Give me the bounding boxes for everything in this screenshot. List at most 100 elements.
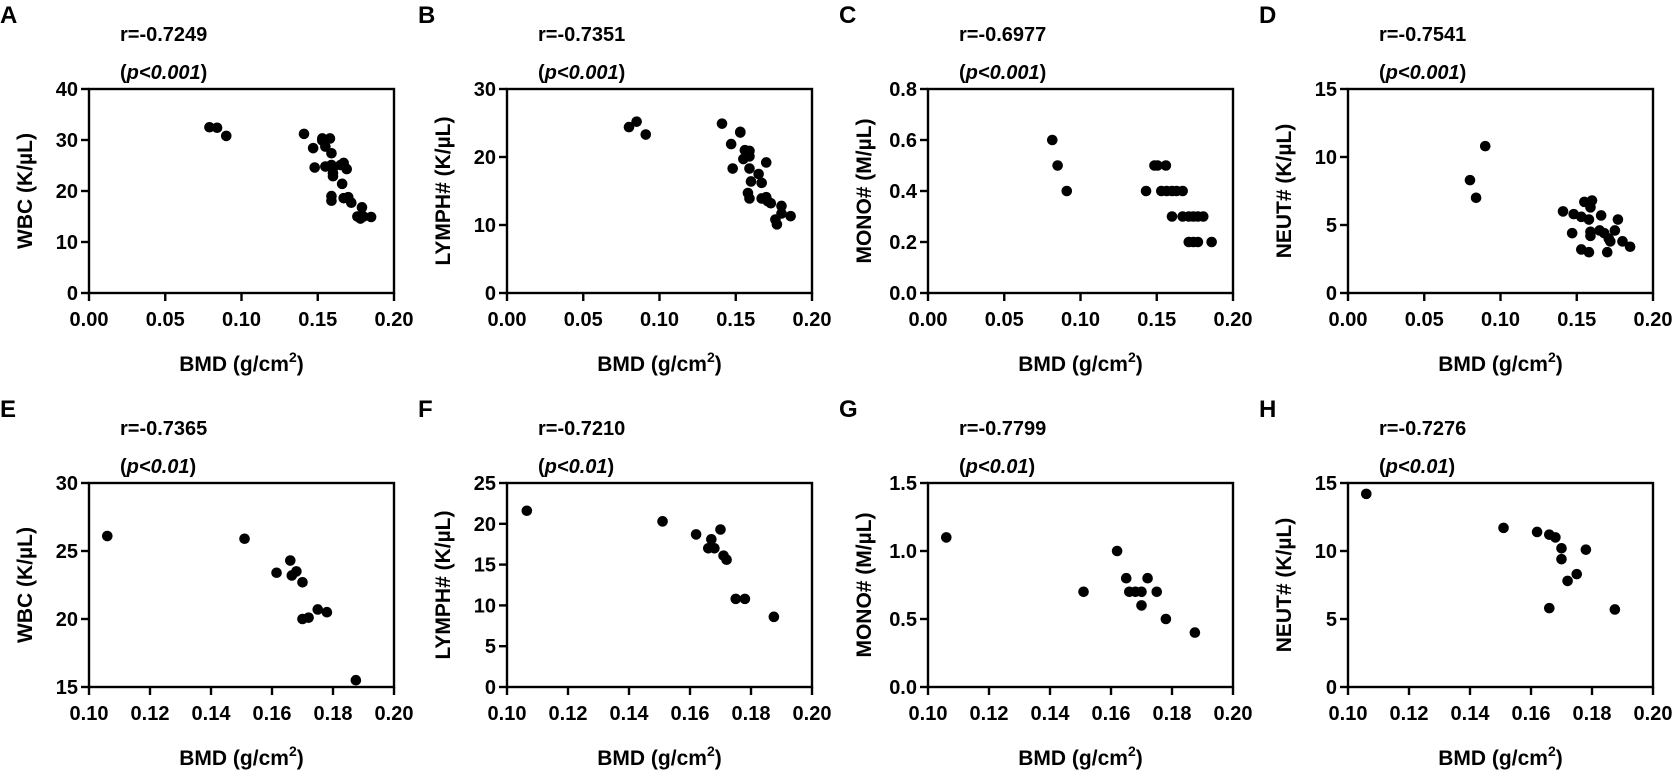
panel-letter: F	[418, 396, 433, 423]
data-point	[1562, 575, 1573, 587]
x-tick-label: 0.10	[640, 309, 679, 331]
panel-b: Br=-0.7351 (p<0.001) 0.00 0.05 0.10 0.15 0.20 0…	[418, 2, 831, 376]
x-axis-label-superscript: 2	[289, 743, 297, 759]
y-tick-label: 15	[1315, 473, 1337, 495]
p-value-label: (p<0.001)	[1379, 62, 1466, 84]
y-tick-label: 30	[56, 130, 78, 152]
y-tick-label: 20	[56, 181, 78, 203]
data-point	[727, 163, 738, 174]
x-tick-label: 0.20	[1214, 309, 1253, 331]
data-point	[744, 151, 755, 162]
y-tick-label: 0	[485, 283, 496, 305]
data-point	[1595, 210, 1607, 221]
x-axis-label-text: BMD (g/cm	[1438, 747, 1548, 770]
y-tick-label: 0.2	[889, 232, 917, 254]
p-value-part: <0.001	[557, 62, 619, 84]
x-tick-label: 0.12	[549, 703, 588, 725]
data-point	[341, 163, 353, 175]
p-value-part: p	[1385, 62, 1398, 84]
x-tick-label: 0.12	[131, 703, 170, 725]
data-point	[1142, 572, 1153, 584]
data-point	[744, 193, 755, 204]
data-point	[725, 138, 737, 150]
correlation-label: r=-0.6977	[959, 24, 1046, 46]
data-point	[239, 533, 250, 545]
data-point	[1160, 613, 1172, 625]
x-tick-label: 0.18	[732, 703, 771, 725]
x-axis-label-end: )	[297, 747, 304, 770]
p-value-part: p	[544, 62, 557, 84]
data-point	[690, 529, 702, 540]
p-value-part: <0.001	[1398, 62, 1460, 84]
y-tick-label: 10	[56, 232, 78, 254]
data-point	[1585, 230, 1596, 242]
p-value-part: (	[538, 456, 545, 478]
y-axis-label: MONO# (M/µL)	[853, 118, 876, 263]
data-point	[1136, 600, 1147, 611]
p-value-part: p	[126, 62, 139, 84]
x-tick-label: 0.05	[985, 309, 1024, 331]
data-point	[941, 532, 952, 543]
p-value-label: (p<0.01)	[538, 456, 614, 478]
y-tick-label: 1.5	[889, 473, 917, 495]
x-tick-label: 0.10	[1329, 703, 1368, 725]
data-point	[1120, 572, 1132, 584]
y-tick-label: 15	[56, 677, 78, 699]
y-axis-label: NEUT# (K/µL)	[1273, 518, 1296, 653]
p-value-part: <0.01	[978, 456, 1029, 478]
data-point	[1160, 160, 1172, 171]
y-tick-label: 20	[474, 147, 496, 169]
data-point	[297, 576, 308, 588]
data-point	[1479, 140, 1491, 152]
x-tick-label: 0.14	[1451, 703, 1491, 725]
y-axis-label: LYMPH# (K/µL)	[432, 511, 455, 660]
y-tick-label: 10	[474, 215, 496, 237]
data-point	[1464, 174, 1476, 186]
y-tick-label: 0.0	[889, 677, 917, 699]
p-value-part: p	[544, 456, 557, 478]
data-point	[1601, 246, 1613, 258]
y-tick-label: 0	[1326, 677, 1337, 699]
x-axis-label-text: BMD (g/cm	[597, 353, 707, 376]
x-tick-label: 0.20	[375, 703, 414, 725]
data-point	[1197, 211, 1209, 222]
data-point	[1470, 192, 1482, 204]
data-point	[309, 162, 321, 173]
p-value-part: (	[538, 62, 545, 84]
panel-letter: E	[0, 396, 16, 423]
data-point	[1166, 211, 1178, 222]
data-point	[521, 505, 533, 517]
data-point	[1585, 202, 1596, 213]
x-axis-label: BMD (g/cm2)	[1438, 349, 1562, 376]
data-point	[1566, 227, 1578, 239]
p-value-part: (	[1379, 62, 1386, 84]
y-tick-label: 40	[56, 79, 78, 101]
panel-d: Dr=-0.7541 (p<0.001) 0.00 0.05 0.10 0.15 0.20 0…	[1259, 2, 1672, 376]
data-point	[1136, 586, 1147, 598]
p-value-part: p	[965, 456, 978, 478]
y-axis-label: NEUT# (K/µL)	[1273, 124, 1296, 259]
data-point	[1580, 544, 1592, 555]
x-axis-label-superscript: 2	[1548, 349, 1556, 365]
data-point	[1140, 185, 1152, 197]
plot-frame	[87, 481, 396, 689]
x-tick-label: 0.10	[1061, 309, 1100, 331]
y-tick-label: 10	[474, 595, 496, 617]
data-point	[1151, 586, 1163, 598]
correlation-label: r=-0.7541	[1379, 24, 1466, 46]
y-tick-label: 0.5	[889, 609, 917, 631]
data-point	[298, 128, 310, 140]
y-tick-label: 0	[1326, 283, 1337, 305]
data-point	[1550, 532, 1561, 543]
panel-a: Ar=-0.7249 (p<0.001) 0.00 0.05 0.10 0.15 0.20 0…	[0, 2, 413, 376]
panel-g: Gr=-0.7799 (p<0.01) 0.10 0.12 0.14 0.16 0.18 0.…	[839, 396, 1252, 770]
data-point	[307, 142, 319, 154]
x-tick-label: 0.16	[1092, 703, 1131, 725]
data-point	[1605, 236, 1616, 247]
data-point	[631, 116, 642, 127]
data-point	[715, 524, 726, 535]
correlation-label: r=-0.7365	[120, 418, 207, 440]
p-value-part: )	[608, 456, 615, 478]
plot-frame	[87, 87, 396, 295]
